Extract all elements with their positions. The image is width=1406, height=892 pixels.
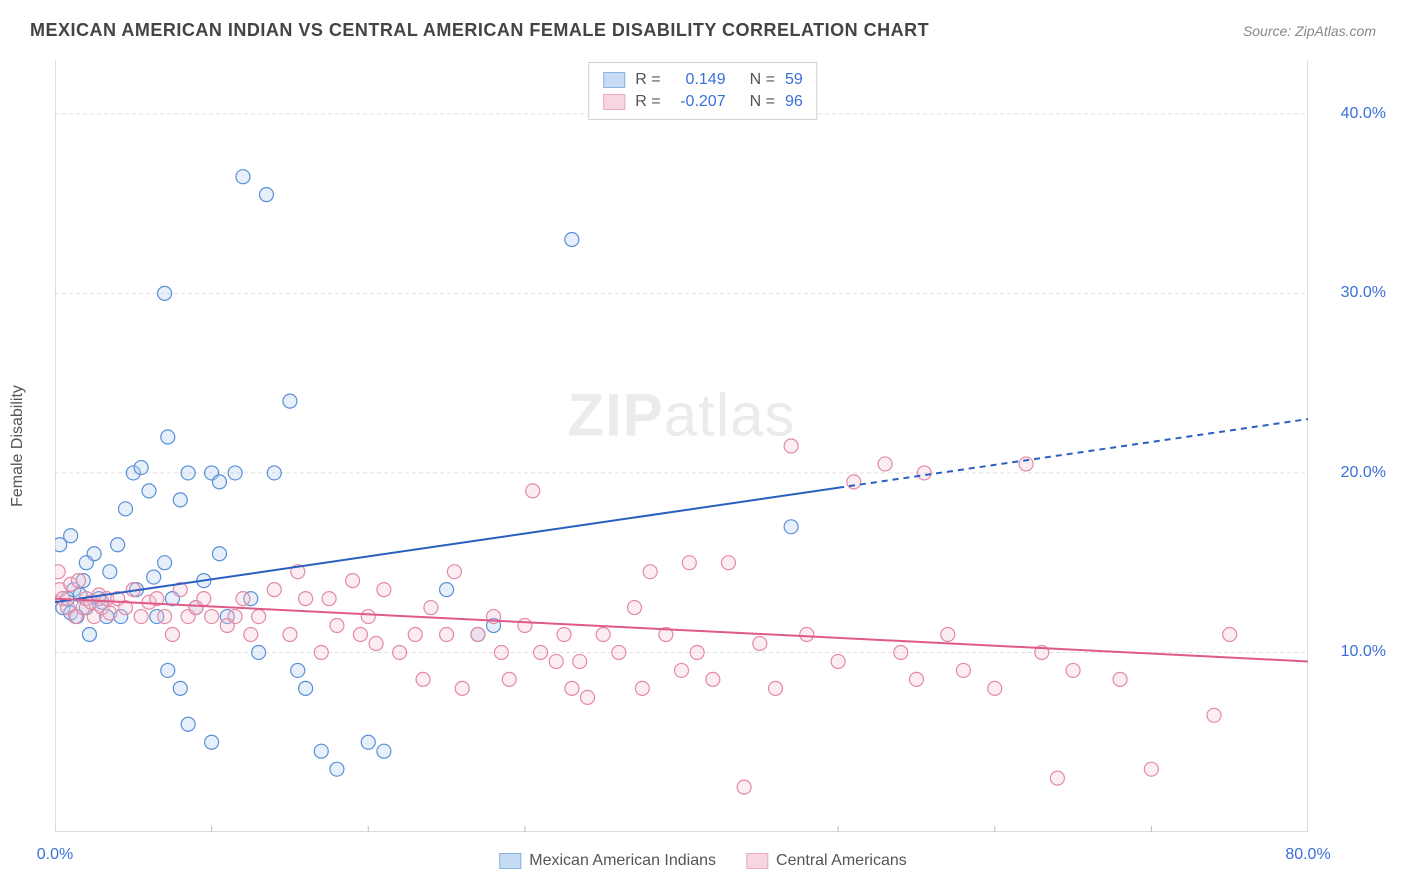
legend-swatch xyxy=(499,853,521,869)
legend-row: R = 0.149 N = 59 xyxy=(603,69,802,91)
x-tick-label: 0.0% xyxy=(37,846,73,864)
r-label: R = xyxy=(635,93,660,111)
chart-title: MEXICAN AMERICAN INDIAN VS CENTRAL AMERI… xyxy=(30,20,929,41)
series-legend-item: Central Americans xyxy=(746,852,907,870)
n-value: 96 xyxy=(785,93,803,111)
y-tick-label: 20.0% xyxy=(1341,464,1386,482)
legend-swatch xyxy=(603,94,625,110)
scatter-chart-svg xyxy=(55,60,1308,832)
r-value: -0.207 xyxy=(671,93,726,111)
source-label: Source: xyxy=(1243,23,1295,39)
chart-area: ZIPatlas xyxy=(55,60,1308,832)
n-value: 59 xyxy=(785,71,803,89)
y-tick-label: 10.0% xyxy=(1341,643,1386,661)
legend-swatch xyxy=(746,853,768,869)
x-tick-label: 80.0% xyxy=(1285,846,1330,864)
source-name: ZipAtlas.com xyxy=(1295,23,1376,39)
source-attribution: Source: ZipAtlas.com xyxy=(1243,23,1376,39)
r-label: R = xyxy=(635,71,660,89)
y-tick-label: 40.0% xyxy=(1341,105,1386,123)
correlation-legend: R = 0.149 N = 59 R = -0.207 N = 96 xyxy=(588,62,817,120)
series-legend-label: Central Americans xyxy=(776,852,907,870)
y-axis-label: Female Disability xyxy=(9,385,27,507)
legend-row: R = -0.207 N = 96 xyxy=(603,91,802,113)
n-label: N = xyxy=(750,71,775,89)
series-legend-item: Mexican American Indians xyxy=(499,852,716,870)
series-legend-label: Mexican American Indians xyxy=(529,852,716,870)
n-label: N = xyxy=(750,93,775,111)
series-legend: Mexican American Indians Central American… xyxy=(499,852,906,870)
legend-swatch xyxy=(603,72,625,88)
r-value: 0.149 xyxy=(671,71,726,89)
y-tick-label: 30.0% xyxy=(1341,284,1386,302)
